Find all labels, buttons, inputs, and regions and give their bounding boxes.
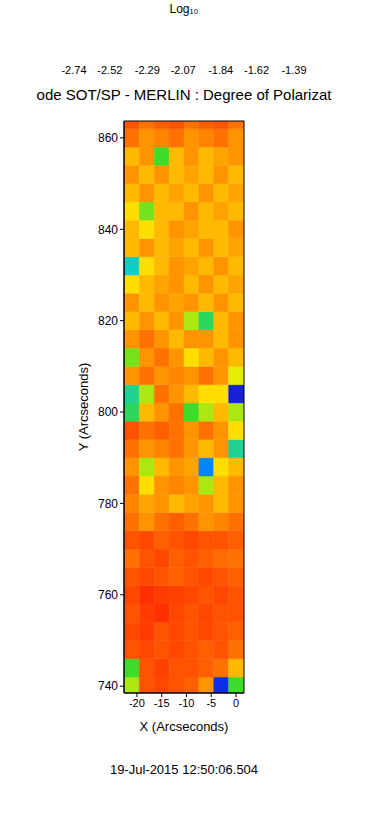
svg-text:X (Arcseconds): X (Arcseconds): [140, 719, 229, 734]
svg-text:0: 0: [233, 697, 239, 709]
svg-text:-2.29: -2.29: [135, 64, 160, 76]
svg-text:740: 740: [98, 679, 118, 693]
svg-text:-15: -15: [154, 697, 170, 709]
svg-text:-5: -5: [206, 697, 216, 709]
svg-text:800: 800: [98, 405, 118, 419]
svg-text:760: 760: [98, 588, 118, 602]
svg-text:840: 840: [98, 223, 118, 237]
html-text:ode SOT/SP - MERLIN : Degree o: ode SOT/SP - MERLIN : Degree of Polariza…: [36, 86, 332, 103]
svg-text:Y (Arcseconds): Y (Arcseconds): [76, 363, 91, 452]
svg-text:820: 820: [98, 314, 118, 328]
html-text:Log₁₀: Log₁₀: [169, 2, 199, 16]
svg-text:-2.74: -2.74: [61, 64, 86, 76]
svg-text:-1.62: -1.62: [244, 64, 269, 76]
svg-text:-1.84: -1.84: [208, 64, 233, 76]
svg-text:-20: -20: [129, 697, 145, 709]
svg-text:-1.39: -1.39: [281, 64, 306, 76]
svg-text:-10: -10: [179, 697, 195, 709]
svg-text:-2.07: -2.07: [171, 64, 196, 76]
svg-text:-2.52: -2.52: [97, 64, 122, 76]
svg-text:780: 780: [98, 497, 118, 511]
svg-text:860: 860: [98, 131, 118, 145]
html-text:19-Jul-2015 12:50:06.504: 19-Jul-2015 12:50:06.504: [109, 762, 259, 777]
